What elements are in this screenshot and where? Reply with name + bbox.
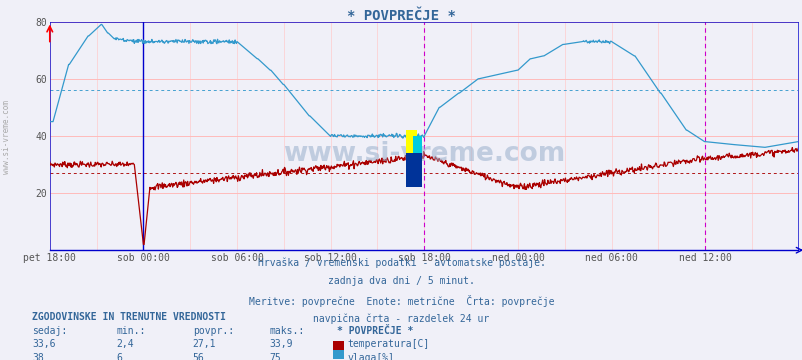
Text: 6: 6 bbox=[116, 353, 122, 360]
Bar bbox=[406, 130, 416, 159]
Text: 33,9: 33,9 bbox=[269, 339, 292, 350]
Text: 2,4: 2,4 bbox=[116, 339, 134, 350]
Text: 33,6: 33,6 bbox=[32, 339, 55, 350]
Text: 56: 56 bbox=[192, 353, 205, 360]
Text: temperatura[C]: temperatura[C] bbox=[347, 339, 429, 350]
Text: * POVPREČJE *: * POVPREČJE * bbox=[346, 9, 456, 23]
Text: 75: 75 bbox=[269, 353, 281, 360]
Text: min.:: min.: bbox=[116, 326, 146, 336]
Text: maks.:: maks.: bbox=[269, 326, 304, 336]
Text: Hrvaška / vremenski podatki - avtomatske postaje.: Hrvaška / vremenski podatki - avtomatske… bbox=[257, 257, 545, 268]
Text: 38: 38 bbox=[32, 353, 44, 360]
Bar bbox=[406, 153, 421, 187]
Bar bbox=[412, 136, 421, 165]
Text: ZGODOVINSKE IN TRENUTNE VREDNOSTI: ZGODOVINSKE IN TRENUTNE VREDNOSTI bbox=[32, 312, 225, 322]
Text: zadnja dva dni / 5 minut.: zadnja dva dni / 5 minut. bbox=[328, 276, 474, 286]
Text: Meritve: povprečne  Enote: metrične  Črta: povprečje: Meritve: povprečne Enote: metrične Črta:… bbox=[249, 295, 553, 307]
Text: povpr.:: povpr.: bbox=[192, 326, 233, 336]
Text: www.si-vreme.com: www.si-vreme.com bbox=[282, 141, 565, 167]
Text: vlaga[%]: vlaga[%] bbox=[347, 353, 395, 360]
Text: * POVPREČJE *: * POVPREČJE * bbox=[337, 326, 413, 336]
Text: www.si-vreme.com: www.si-vreme.com bbox=[2, 100, 11, 174]
Text: sedaj:: sedaj: bbox=[32, 326, 67, 336]
Text: navpična črta - razdelek 24 ur: navpična črta - razdelek 24 ur bbox=[313, 314, 489, 324]
Text: 27,1: 27,1 bbox=[192, 339, 216, 350]
